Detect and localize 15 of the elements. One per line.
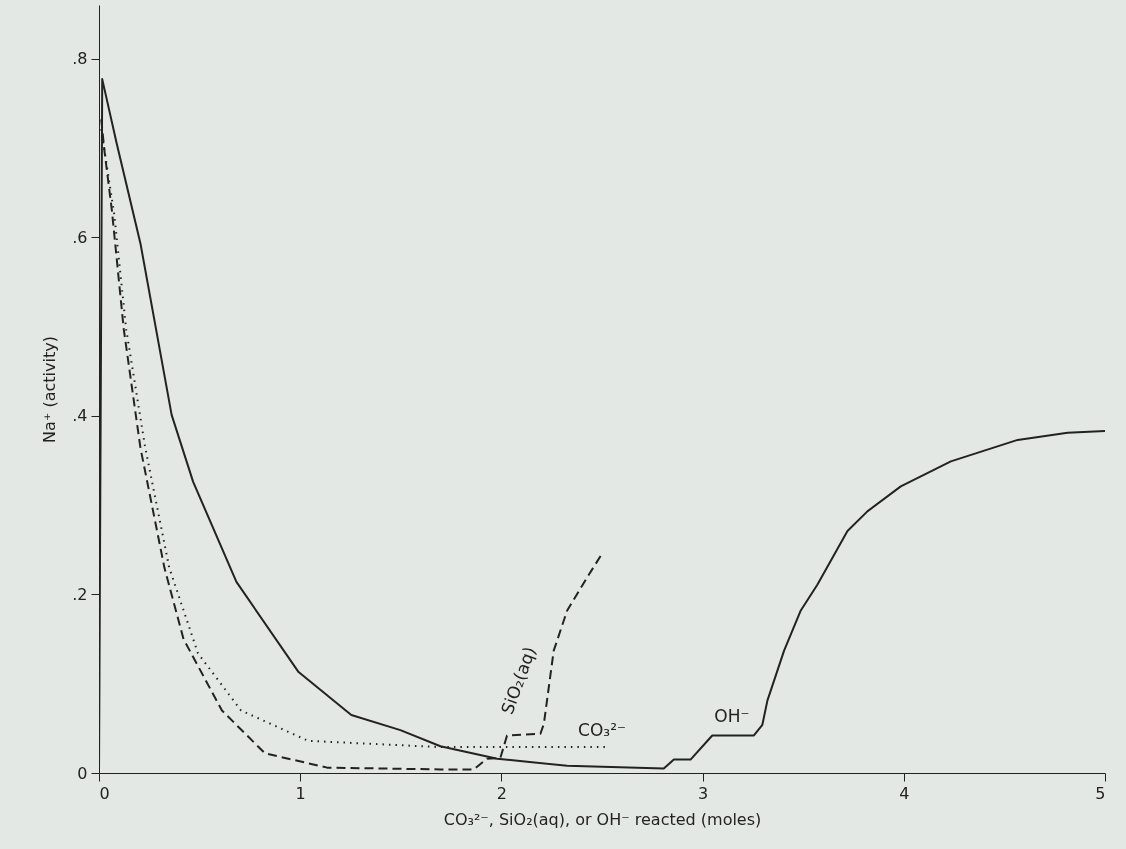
x-tick-label: 1 <box>295 783 306 803</box>
x-tick-label: 3 <box>698 783 709 803</box>
x-axis-title: CO₃²⁻, SiO₂(aq), or OH⁻ reacted (moles) <box>443 809 762 829</box>
x-tick-label: 4 <box>899 783 910 803</box>
y-tick-label: .8 <box>72 49 88 69</box>
series-label: CO₃²⁻ <box>578 720 626 741</box>
x-tick-label: 2 <box>496 783 507 803</box>
y-tick-label: 0 <box>77 763 88 783</box>
x-tick-label: 0 <box>99 783 110 803</box>
x-tick-label: 5 <box>1095 783 1106 803</box>
y-tick-label: .2 <box>72 584 88 604</box>
y-tick-label: .4 <box>72 406 88 426</box>
y-tick-label: .6 <box>72 227 88 247</box>
series-label: OH⁻ <box>714 706 750 727</box>
y-axis-title: Na⁺ (activity) <box>40 336 60 443</box>
